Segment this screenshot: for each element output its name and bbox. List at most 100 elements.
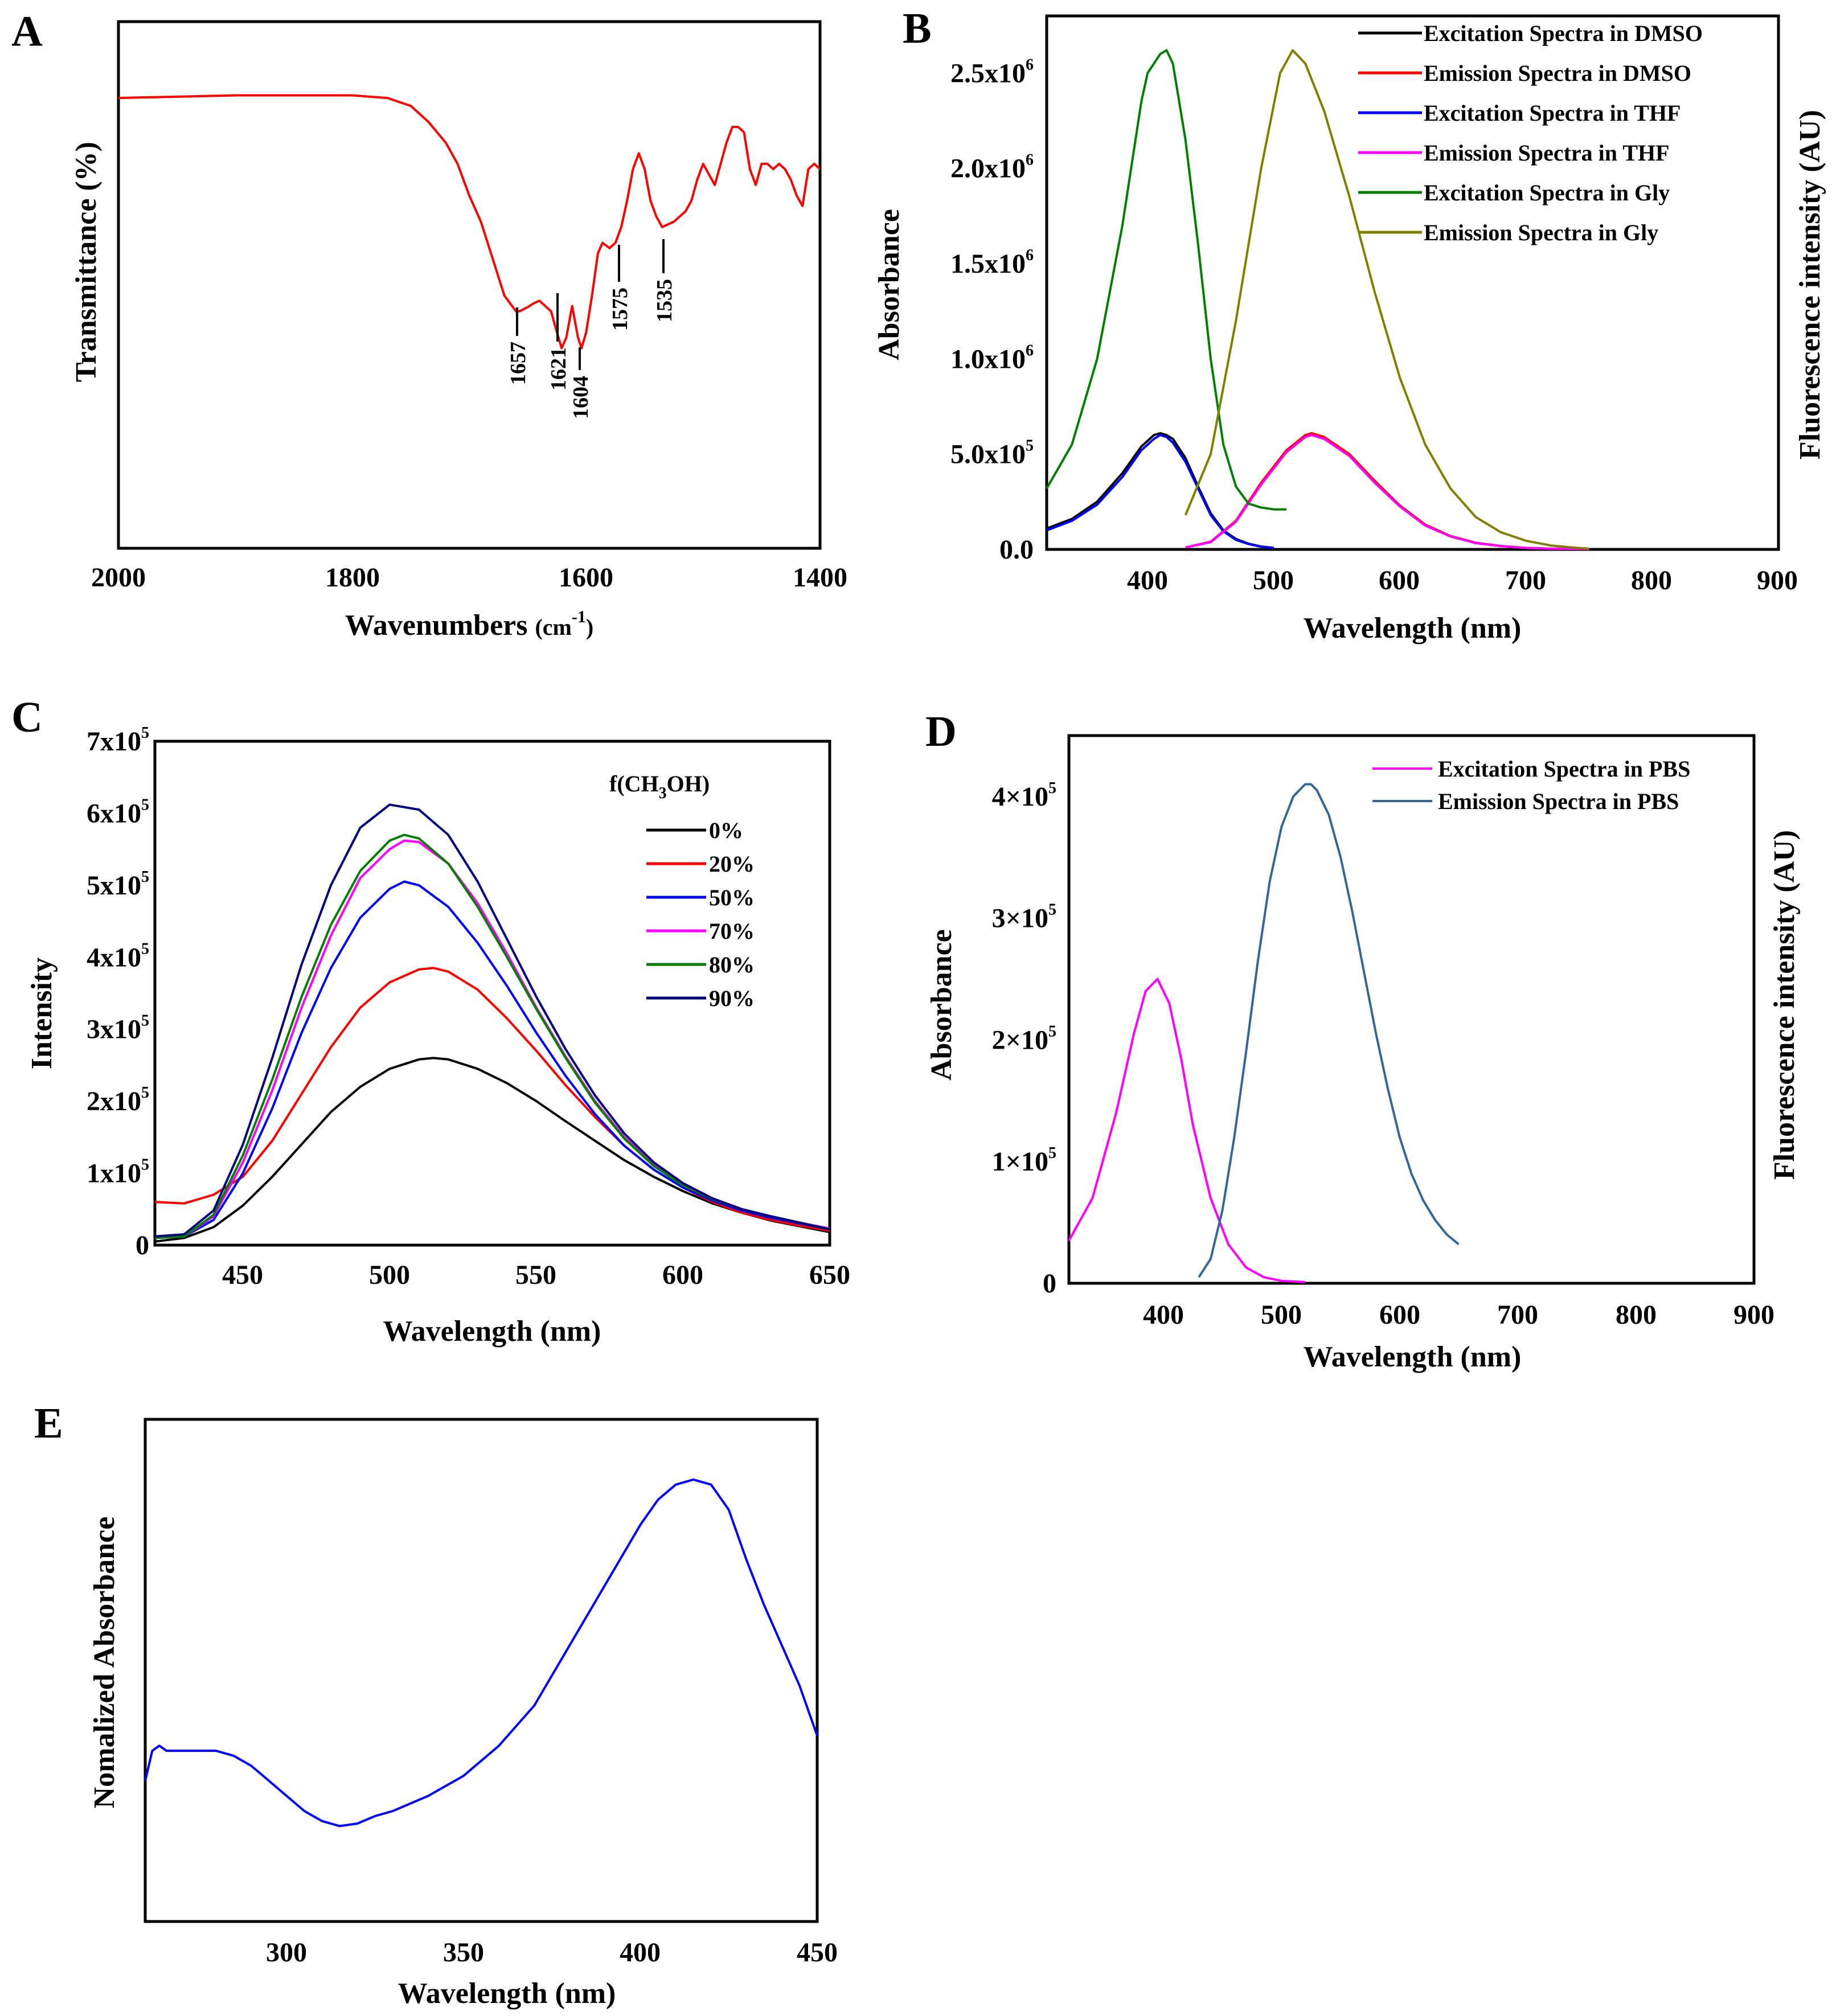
legend-label: 20% [709,851,755,877]
peak-label: 1657 [506,342,530,385]
y-tick-label: 2x105 [87,1084,149,1116]
x-axis-unit-suffix: ) [586,614,593,640]
y-tick-mantissa: 5x10 [87,871,141,901]
y-tick-exponent: 5 [141,1012,149,1030]
y-tick-mantissa: 0 [136,1230,149,1260]
x-tick-labels: 300 350 400 450 [266,1937,838,1968]
y-tick-mantissa: 1.0x10 [950,344,1026,374]
y-tick-mantissa: 2×10 [992,1025,1048,1055]
y-axis-title: Intensity [26,958,58,1069]
panel-b: B 400 500 600 700 800 900 0.0 5.0x105 1.0x… [873,5,1826,644]
panel-label: C [11,693,43,741]
panel-d: D 400 500 600 700 800 900 01×1052×1053×1… [925,708,1801,1373]
series-line [1046,434,1274,549]
x-tick-label: 900 [1757,565,1798,596]
y-tick-label: 2.0x106 [950,151,1034,184]
y-tick-mantissa: 1×10 [992,1147,1048,1177]
y-tick-mantissa: 5.0x10 [950,440,1026,470]
x-tick-label: 400 [1143,1300,1184,1330]
y-tick-exponent: 6 [1026,56,1034,73]
x-tick-label: 2000 [91,562,146,593]
x-tick-label: 1600 [559,562,613,593]
right-axis-title: Fluorescence intensity (AU) [1768,830,1801,1180]
legend: Excitation Spectra in PBS Emission Spectr… [1372,756,1690,814]
y-tick-mantissa: 2.0x10 [950,154,1026,184]
legend-title-prefix: f(CH [609,771,659,796]
right-axis-title: Fluorescence intensity (AU) [1794,110,1826,459]
x-tick-label: 700 [1505,565,1546,596]
series-line [154,1057,830,1243]
x-tick-labels: 400 500 600 700 800 900 [1127,565,1798,596]
panel-a: A 2000 1800 1600 1400 Wavenumbers (cm-1)… [11,7,847,642]
series-layer [154,803,830,1243]
y-tick-label: 1×105 [992,1144,1056,1177]
legend-label: Emission Spectra in THF [1424,140,1670,166]
y-tick-mantissa: 2x10 [87,1086,141,1116]
y-tick-exponent: 5 [141,1084,149,1102]
legend-title-subscript: 3 [659,785,667,802]
y-tick-exponent: 5 [1048,1144,1056,1162]
legend-label: Emission Spectra in Gly [1424,220,1658,245]
y-tick-mantissa: 3×10 [992,904,1048,934]
y-tick-exponent: 5 [1026,437,1034,455]
x-tick-label: 600 [1379,1300,1420,1330]
series-line [154,967,830,1232]
legend: 0% 20% 50% 70% 80% 90% [646,818,755,1011]
x-tick-label: 350 [443,1937,484,1968]
plot-frame [117,20,822,550]
peak-label: 1604 [569,376,593,419]
panel-c: C 450 500 550 600 650 01x1052x1053x1054x… [11,693,850,1348]
x-tick-label: 900 [1733,1300,1774,1330]
y-tick-exponent: 6 [1026,247,1034,264]
y-tick-label: 4x105 [87,940,149,972]
x-tick-label: 700 [1497,1300,1538,1330]
y-axis-title: Absorbance [925,929,958,1081]
y-tick-label: 6x105 [87,796,149,828]
y-tick-exponent: 6 [1026,151,1034,169]
series-line [154,803,830,1238]
y-tick-mantissa: 0.0 [999,535,1034,565]
y-tick-label: 0.0 [999,535,1034,565]
panel-e: E 300 350 400 450 Wavelength (nm) Nomali… [34,1399,838,2010]
x-tick-label: 600 [662,1260,703,1290]
series-line [1185,432,1589,551]
peak-label: 1535 [653,279,677,322]
y-tick-label: 1.0x106 [950,342,1034,374]
x-axis-unit-exponent: -1 [572,607,586,626]
peak-label: 1575 [608,288,632,331]
x-tick-label: 400 [620,1937,661,1968]
x-axis-title-text: Wavenumbers [345,609,528,642]
y-tick-exponent: 5 [141,796,149,814]
x-tick-labels: 450 500 550 600 650 [222,1260,850,1290]
legend-label: Excitation Spectra in DMSO [1424,20,1703,46]
y-tick-label: 2×105 [992,1023,1056,1055]
series-line [1185,434,1589,551]
panel-label: B [903,5,932,52]
legend-title: f(CH3OH) [609,771,710,802]
y-axis-title: Absorbance [873,209,905,360]
y-tick-exponent: 6 [1026,342,1034,359]
y-tick-label: 1x105 [87,1156,149,1189]
series-line [1184,49,1589,550]
series-line [1046,49,1286,511]
series-line [1068,978,1305,1283]
x-axis-title: Wavelength (nm) [383,1315,601,1348]
y-tick-label: 5.0x105 [950,437,1034,470]
series-line [154,880,830,1239]
y-tick-label: 0 [136,1230,149,1260]
y-tick-mantissa: 4x10 [87,942,141,972]
x-tick-label: 800 [1616,1300,1657,1330]
x-tick-labels: 400 500 600 700 800 900 [1143,1300,1774,1330]
x-tick-label: 500 [369,1260,410,1290]
plot-frame [144,1418,819,1923]
series-line [1198,783,1460,1278]
panel-label: E [34,1399,63,1447]
y-tick-mantissa: 1x10 [87,1159,141,1189]
y-tick-exponent: 5 [141,868,149,886]
y-tick-mantissa: 1.5x10 [950,249,1026,279]
x-tick-label: 450 [797,1937,838,1968]
x-tick-label: 450 [222,1260,263,1290]
